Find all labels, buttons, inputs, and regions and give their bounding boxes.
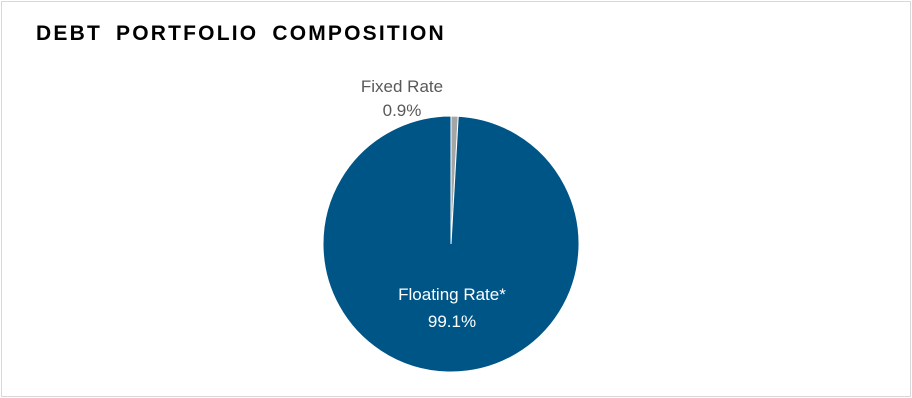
slice-label-fixed-value: 0.9% [383, 101, 422, 120]
slice-label-floating-name: Floating Rate* [398, 285, 506, 304]
pie-slice-floating-rate [322, 115, 580, 373]
pie-slices [322, 115, 580, 373]
pie-labels: Fixed Rate 0.9% Floating Rate* 99.1% [361, 77, 506, 331]
slice-label-floating-value: 99.1% [428, 312, 476, 331]
chart-title: DEBT PORTFOLIO COMPOSITION [36, 22, 446, 45]
slice-label-fixed-name: Fixed Rate [361, 77, 443, 96]
